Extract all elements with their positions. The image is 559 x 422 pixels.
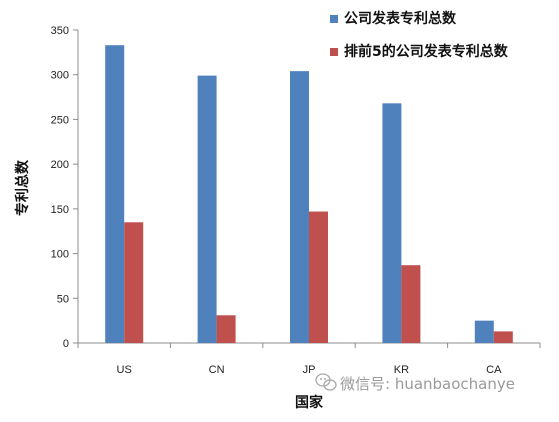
bar-cn-series-2 <box>216 315 236 343</box>
x-tick-label: JP <box>303 364 316 376</box>
bar-jp-series-1 <box>290 71 309 343</box>
legend-label: 排前5的公司发表专利总数 <box>344 43 509 60</box>
bar-cn-series-1 <box>197 75 217 343</box>
watermark: 微信号: huanbaochanye <box>315 373 515 393</box>
legend-swatch <box>330 15 338 23</box>
bars <box>105 45 513 344</box>
y-axis-title: 专利总数 <box>14 159 31 216</box>
x-tick-label: US <box>117 364 132 376</box>
bar-kr-series-2 <box>401 265 421 343</box>
wechat-icon <box>315 373 337 391</box>
y-tick-label: 100 <box>51 249 69 261</box>
y-tick-label: 300 <box>51 70 69 82</box>
x-tick-label: CN <box>209 364 225 376</box>
x-axis-title: 国家 <box>295 394 324 411</box>
legend-label: 公司发表专利总数 <box>344 10 457 27</box>
bar-kr-series-1 <box>382 103 402 344</box>
y-tick-label: 200 <box>51 159 69 171</box>
x-axis: US CN JP KR CA <box>77 342 541 376</box>
y-tick-label: 50 <box>57 293 69 305</box>
x-tick-label: CA <box>486 364 502 376</box>
bar-jp-series-2 <box>309 211 328 343</box>
y-tick-label: 250 <box>51 114 69 126</box>
x-tick-label: KR <box>394 364 409 376</box>
y-tick-label: 0 <box>63 338 69 350</box>
y-tick-label: 350 <box>51 25 69 37</box>
y-axis: 0 50 100 150 200 250 300 350 <box>51 25 79 350</box>
bar-ca-series-2 <box>493 331 513 343</box>
watermark-text: 微信号: huanbaochanye <box>340 375 515 393</box>
bar-us-series-1 <box>105 45 125 344</box>
legend-swatch <box>330 48 338 56</box>
bar-ca-series-1 <box>474 320 494 343</box>
y-tick-label: 150 <box>51 204 69 216</box>
bar-us-series-2 <box>124 222 144 343</box>
